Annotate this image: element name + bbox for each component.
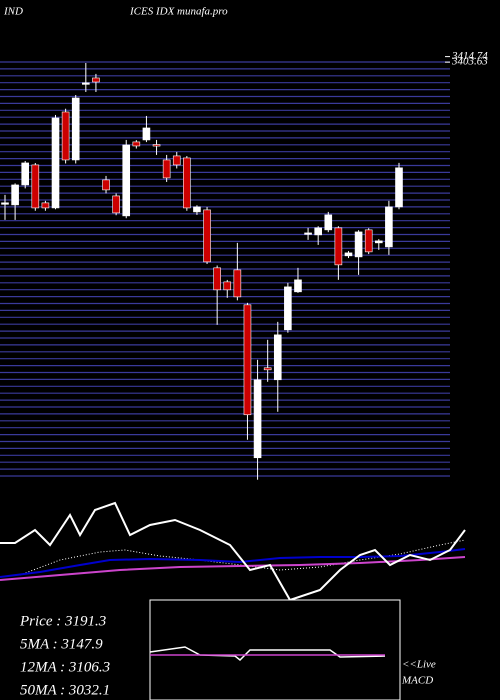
candle-body [364,229,373,253]
candle-body [122,144,131,217]
candle-body [395,167,403,208]
candle-body [263,367,272,371]
candle-body [284,286,292,331]
candle-body [304,232,312,235]
candle-body [314,227,322,236]
candle-body [102,179,110,191]
macd-label: MACD [401,675,433,687]
candle-body [152,144,161,147]
candle-body [243,304,252,416]
candle-body [193,206,201,213]
candle-body [183,157,191,209]
price-line [0,501,466,602]
candle-body [112,195,120,214]
candle-body [132,141,141,147]
y-tick-label: 3403.63 [451,56,488,68]
candle-body [203,209,211,263]
candle-body [1,202,9,205]
candle-body [385,206,393,248]
ma-dotted [19,539,466,576]
candle-body [142,127,151,141]
candle-body [294,279,302,293]
y-tick-label: 3414.74 [451,50,488,62]
info-text: 12MA : 3106.3 [20,659,110,675]
info-text: 50MA : 3032.1 [20,682,110,698]
candle-body [344,252,353,257]
chart-title: IND [3,6,23,18]
candle-body [162,159,171,179]
candle-body [11,184,19,206]
macd-label: <<Live [402,659,436,671]
info-text: Price : 3191.3 [19,613,106,629]
candle-body [354,231,363,258]
candle-body [213,267,221,291]
candle-body [374,240,383,244]
candle-body [31,164,40,209]
candle-body [253,379,262,459]
candle-body [172,155,181,166]
ma-pink [0,556,466,581]
candle-body [51,117,60,209]
candle-body [92,77,100,83]
candle-body [334,227,343,266]
candle-body [61,111,70,161]
info-text: 5MA : 3147.9 [20,636,103,652]
candle-body [233,269,242,298]
candle-body [41,202,50,209]
candle-body [71,97,80,161]
candle-body [82,82,90,85]
chart-subtitle: ICES IDX munafa.pro [129,6,228,18]
candle-body [223,281,232,291]
candle-body [21,162,30,186]
indicator-panel [0,501,466,700]
candle-body [273,334,282,381]
ma-blue [0,548,466,578]
candle-body [324,214,333,231]
